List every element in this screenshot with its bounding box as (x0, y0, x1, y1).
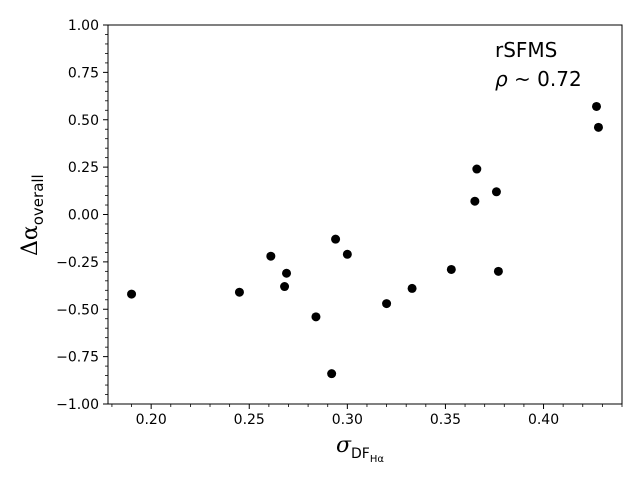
y-tick-label: −0.50 (56, 302, 99, 318)
data-point (493, 266, 503, 276)
y-tick-label: 0.50 (68, 113, 99, 129)
annotation-rho-value: ~ 0.72 (508, 67, 582, 91)
data-point (266, 251, 276, 261)
y-axis-label-subscript: overall (29, 174, 47, 225)
y-tick-label: 1.00 (68, 18, 99, 34)
data-point (472, 164, 482, 174)
data-point (327, 369, 337, 379)
y-tick-label: −0.75 (56, 350, 99, 366)
annotation-line1: rSFMS (495, 38, 557, 62)
y-tick-label: 0.25 (68, 160, 99, 176)
x-tick-label: 0.20 (136, 412, 167, 428)
y-axis-label: Δαoverall (18, 174, 47, 256)
data-point (446, 264, 456, 274)
data-point (593, 122, 603, 132)
data-point (342, 249, 352, 259)
x-axis-label-subsubscript: Hα (370, 454, 385, 465)
data-point (280, 282, 290, 292)
y-tick-label: −0.25 (56, 255, 99, 271)
data-point (591, 101, 601, 111)
x-tick-label: 0.30 (332, 412, 363, 428)
data-point (311, 312, 321, 322)
data-point (127, 289, 137, 299)
data-point (382, 299, 392, 309)
data-point (407, 283, 417, 293)
data-points (127, 101, 603, 379)
annotation-rho-symbol: ρ (495, 67, 508, 91)
x-tick-label: 0.35 (430, 412, 461, 428)
data-point (491, 187, 501, 197)
data-point (470, 196, 480, 206)
y-tick-label: 0.00 (68, 208, 99, 224)
data-point (282, 268, 292, 278)
annotation-line2: ρ ~ 0.72 (495, 67, 582, 91)
x-axis-label: σDFHα (336, 433, 384, 465)
x-axis-label-subscript: DF (351, 446, 370, 462)
x-tick-label: 0.40 (528, 412, 559, 428)
x-tick-label: 0.25 (234, 412, 265, 428)
y-tick-label: 0.75 (68, 65, 99, 81)
data-point (331, 234, 341, 244)
y-tick-label: −1.00 (56, 397, 99, 413)
x-axis-label-symbol: σ (336, 433, 352, 458)
axis-ticks: 0.20 0.25 0.30 0.35 0.40 −1.00 −0.75 −0.50 −0.25… (56, 18, 623, 428)
data-point (234, 287, 244, 297)
y-axis-label-symbol: Δα (18, 225, 43, 256)
